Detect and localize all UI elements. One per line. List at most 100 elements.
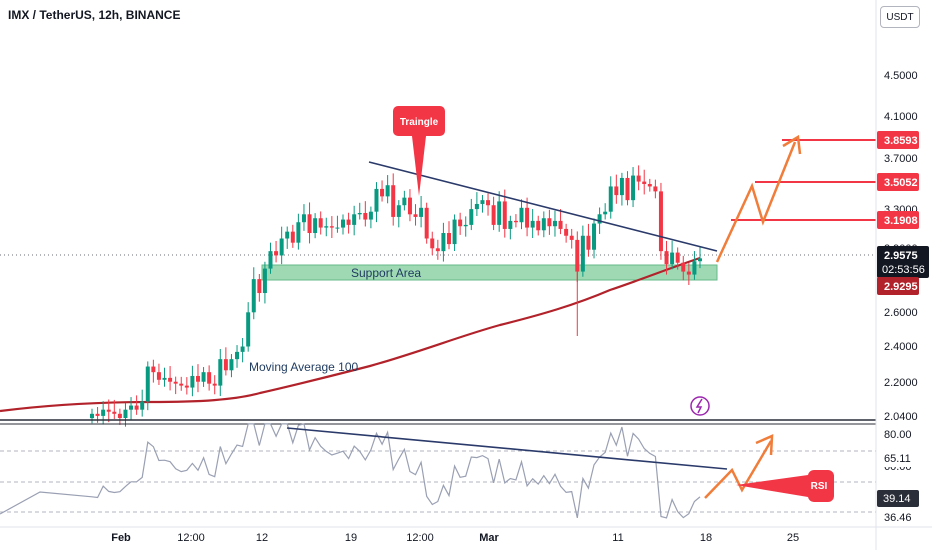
candle-body [597,214,602,224]
candle-body [435,248,440,252]
candle-body [212,383,217,386]
candle-body [564,228,569,236]
candle-body [419,207,424,217]
price-tick: 2.0400 [884,411,918,423]
chart-symbol-title[interactable]: IMX / TetherUS, 12h, BINANCE [8,8,181,22]
triangle-callout-bubble [393,106,445,196]
candle-body [424,207,429,239]
candle-body [631,175,636,201]
price-tick: 3.7000 [884,153,918,165]
candle-body [129,405,134,410]
candle-body [95,413,100,416]
rsi-pane: RSI [0,423,876,519]
candle-body [396,205,401,217]
candle-body [374,188,379,212]
candle-body [313,218,318,234]
candle-body [223,359,228,371]
target-price-label-2: 3.5052 [884,177,918,189]
target-price-tag-3 [877,211,919,229]
candle-body [117,413,122,418]
triangle-callout-label: Traingle [400,117,439,128]
candle-body [179,383,184,386]
support-area-box [261,264,718,281]
currency-button[interactable]: USDT [880,6,920,28]
price-tick: 2.4000 [884,341,918,353]
triangle-trendline [368,161,718,252]
candle-body [508,220,513,229]
candle-body [580,235,585,272]
candle-body [106,409,111,412]
candle-body [190,375,195,388]
target-price-label-3: 3.1908 [884,215,918,227]
candle-body [614,186,619,196]
candle-body [363,212,368,220]
price-tick: 2.6000 [884,307,918,319]
time-tick: 12 [256,532,268,544]
candle-body [698,258,702,262]
candle-body [681,262,686,272]
rsi-callout: RSI [736,469,834,503]
candle-body [201,372,206,382]
candle-body [335,227,340,229]
candle-body [625,177,630,201]
candle-body [168,377,173,382]
candle-body [218,359,223,386]
candle-body [301,214,306,223]
candles-group [90,165,702,427]
candle-body [251,279,256,313]
support-price-label: 2.9295 [884,281,918,293]
rsi-level-tag [877,450,919,467]
projection-arrow-path [715,141,797,263]
candle-body [262,268,267,294]
candle-body [357,212,362,215]
candle-body [474,203,479,210]
candle-body [452,219,457,245]
projection-arrowhead [782,134,802,155]
candle-body [497,201,502,225]
candle-body [140,401,145,410]
price-axis[interactable]: 4.5000 4.1000 3.7000 3.3000 2.6000 2.400… [875,0,929,550]
candle-body [279,238,284,256]
time-tick: 12:00 [177,532,205,544]
time-tick: 18 [700,532,712,544]
price-tick: 4.1000 [884,111,918,123]
candle-body [536,220,541,231]
support-price-tag [877,277,919,295]
candle-body [162,377,167,380]
candle-body [257,279,262,294]
candle-body [413,214,418,217]
candle-body [458,219,463,227]
candle-body [184,385,189,388]
candle-body [391,185,396,217]
rsi-current-label: 39.14 [883,493,911,505]
candle-body [352,214,357,225]
candle-body [151,366,156,373]
rsi-line [0,423,701,519]
target-price-tag-2 [877,173,919,191]
candle-body [329,226,334,228]
time-axis[interactable]: Feb 12:00 12 19 12:00 Mar 11 18 25 [0,526,932,544]
candle-body [385,185,390,197]
candle-body [502,201,507,229]
candle-body [653,186,658,192]
candle-body [480,200,485,204]
candle-body [569,235,574,240]
candle-body [664,251,669,265]
candle-body [642,181,647,185]
price-tick: 4.5000 [884,70,918,82]
time-tick: 12:00 [406,532,434,544]
moving-average-100-line [0,256,701,413]
candle-body [692,261,697,275]
candle-body [101,409,106,416]
candle-body [586,235,591,250]
rsi-trendline [286,427,728,470]
candle-body [603,211,608,215]
candle-body [123,409,128,418]
candle-body [513,220,518,223]
candle-body [318,218,323,228]
candle-body [341,219,346,228]
candle-body [156,372,161,380]
time-tick: 19 [345,532,357,544]
alert-clock-icon[interactable] [690,396,710,416]
